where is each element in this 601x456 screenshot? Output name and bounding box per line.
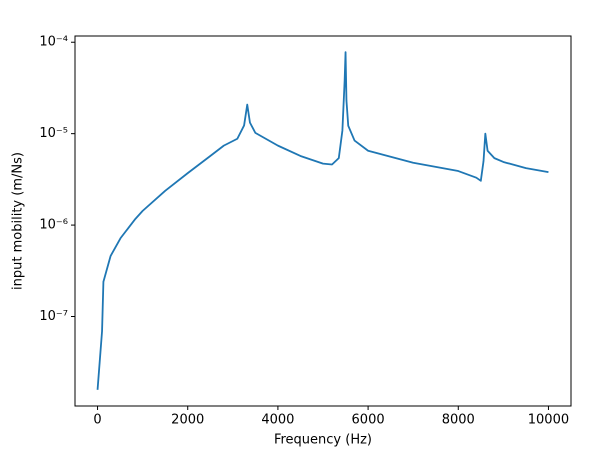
y-tick-label: 10⁻⁷ bbox=[39, 309, 68, 324]
x-tick-label: 10000 bbox=[528, 413, 569, 428]
y-tick-label: 10⁻⁵ bbox=[39, 126, 68, 141]
x-tick-label: 8000 bbox=[442, 413, 475, 428]
x-tick-label: 4000 bbox=[261, 413, 294, 428]
x-axis-label: Frequency (Hz) bbox=[274, 433, 372, 448]
y-tick-label: 10⁻⁴ bbox=[39, 35, 68, 50]
x-tick-label: 0 bbox=[93, 413, 101, 428]
plot-frame bbox=[74, 35, 572, 407]
x-tick-label: 2000 bbox=[171, 413, 204, 428]
x-tick-label: 6000 bbox=[352, 413, 385, 428]
y-axis-label: input mobility (m/Ns) bbox=[11, 152, 26, 290]
y-tick-label: 10⁻⁶ bbox=[39, 218, 68, 233]
data-line bbox=[96, 51, 549, 390]
